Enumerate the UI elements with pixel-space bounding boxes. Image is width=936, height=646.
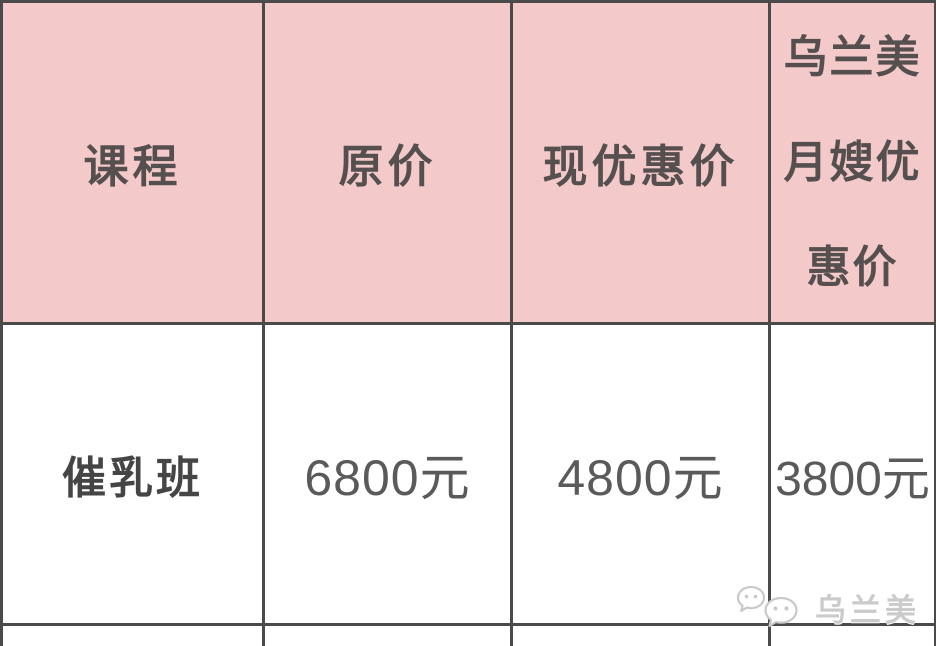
header-label-yuesao-line3: 惠价 (806, 243, 899, 292)
table-row-cuiruban: 催乳班 6800元 4800元 3800元 (0, 322, 936, 626)
header-cell-course: 课程 (0, 0, 265, 325)
partial-cell (510, 623, 771, 646)
header-cell-discount-price: 现优惠价 (510, 0, 771, 325)
partial-cell (262, 623, 513, 646)
cell-original-price: 6800元 (262, 322, 513, 626)
partial-cell (0, 623, 265, 646)
header-label-course: 课程 (83, 141, 182, 192)
yuesao-price-value: 3800元 (775, 453, 930, 506)
table-row-partial (0, 623, 936, 646)
cell-course-name: 催乳班 (0, 322, 265, 626)
partial-cell (768, 623, 936, 646)
header-label-yuesao-line1: 乌兰美 (783, 33, 922, 82)
cell-yuesao-price: 3800元 (768, 322, 936, 626)
header-label-yuesao-line2: 月嫂优 (783, 138, 922, 187)
course-name-label: 催乳班 (62, 454, 203, 503)
original-price-value: 6800元 (304, 450, 471, 506)
discount-price-value: 4800元 (557, 450, 724, 506)
header-label-original-price: 原价 (338, 141, 437, 192)
header-cell-yuesao-price: 乌兰美 月嫂优 惠价 (768, 0, 936, 325)
header-cell-original-price: 原价 (262, 0, 513, 325)
header-label-discount-price: 现优惠价 (542, 141, 739, 192)
cell-discount-price: 4800元 (510, 322, 771, 626)
table-header-row: 课程 原价 现优惠价 乌兰美 月嫂优 惠价 (0, 0, 936, 325)
